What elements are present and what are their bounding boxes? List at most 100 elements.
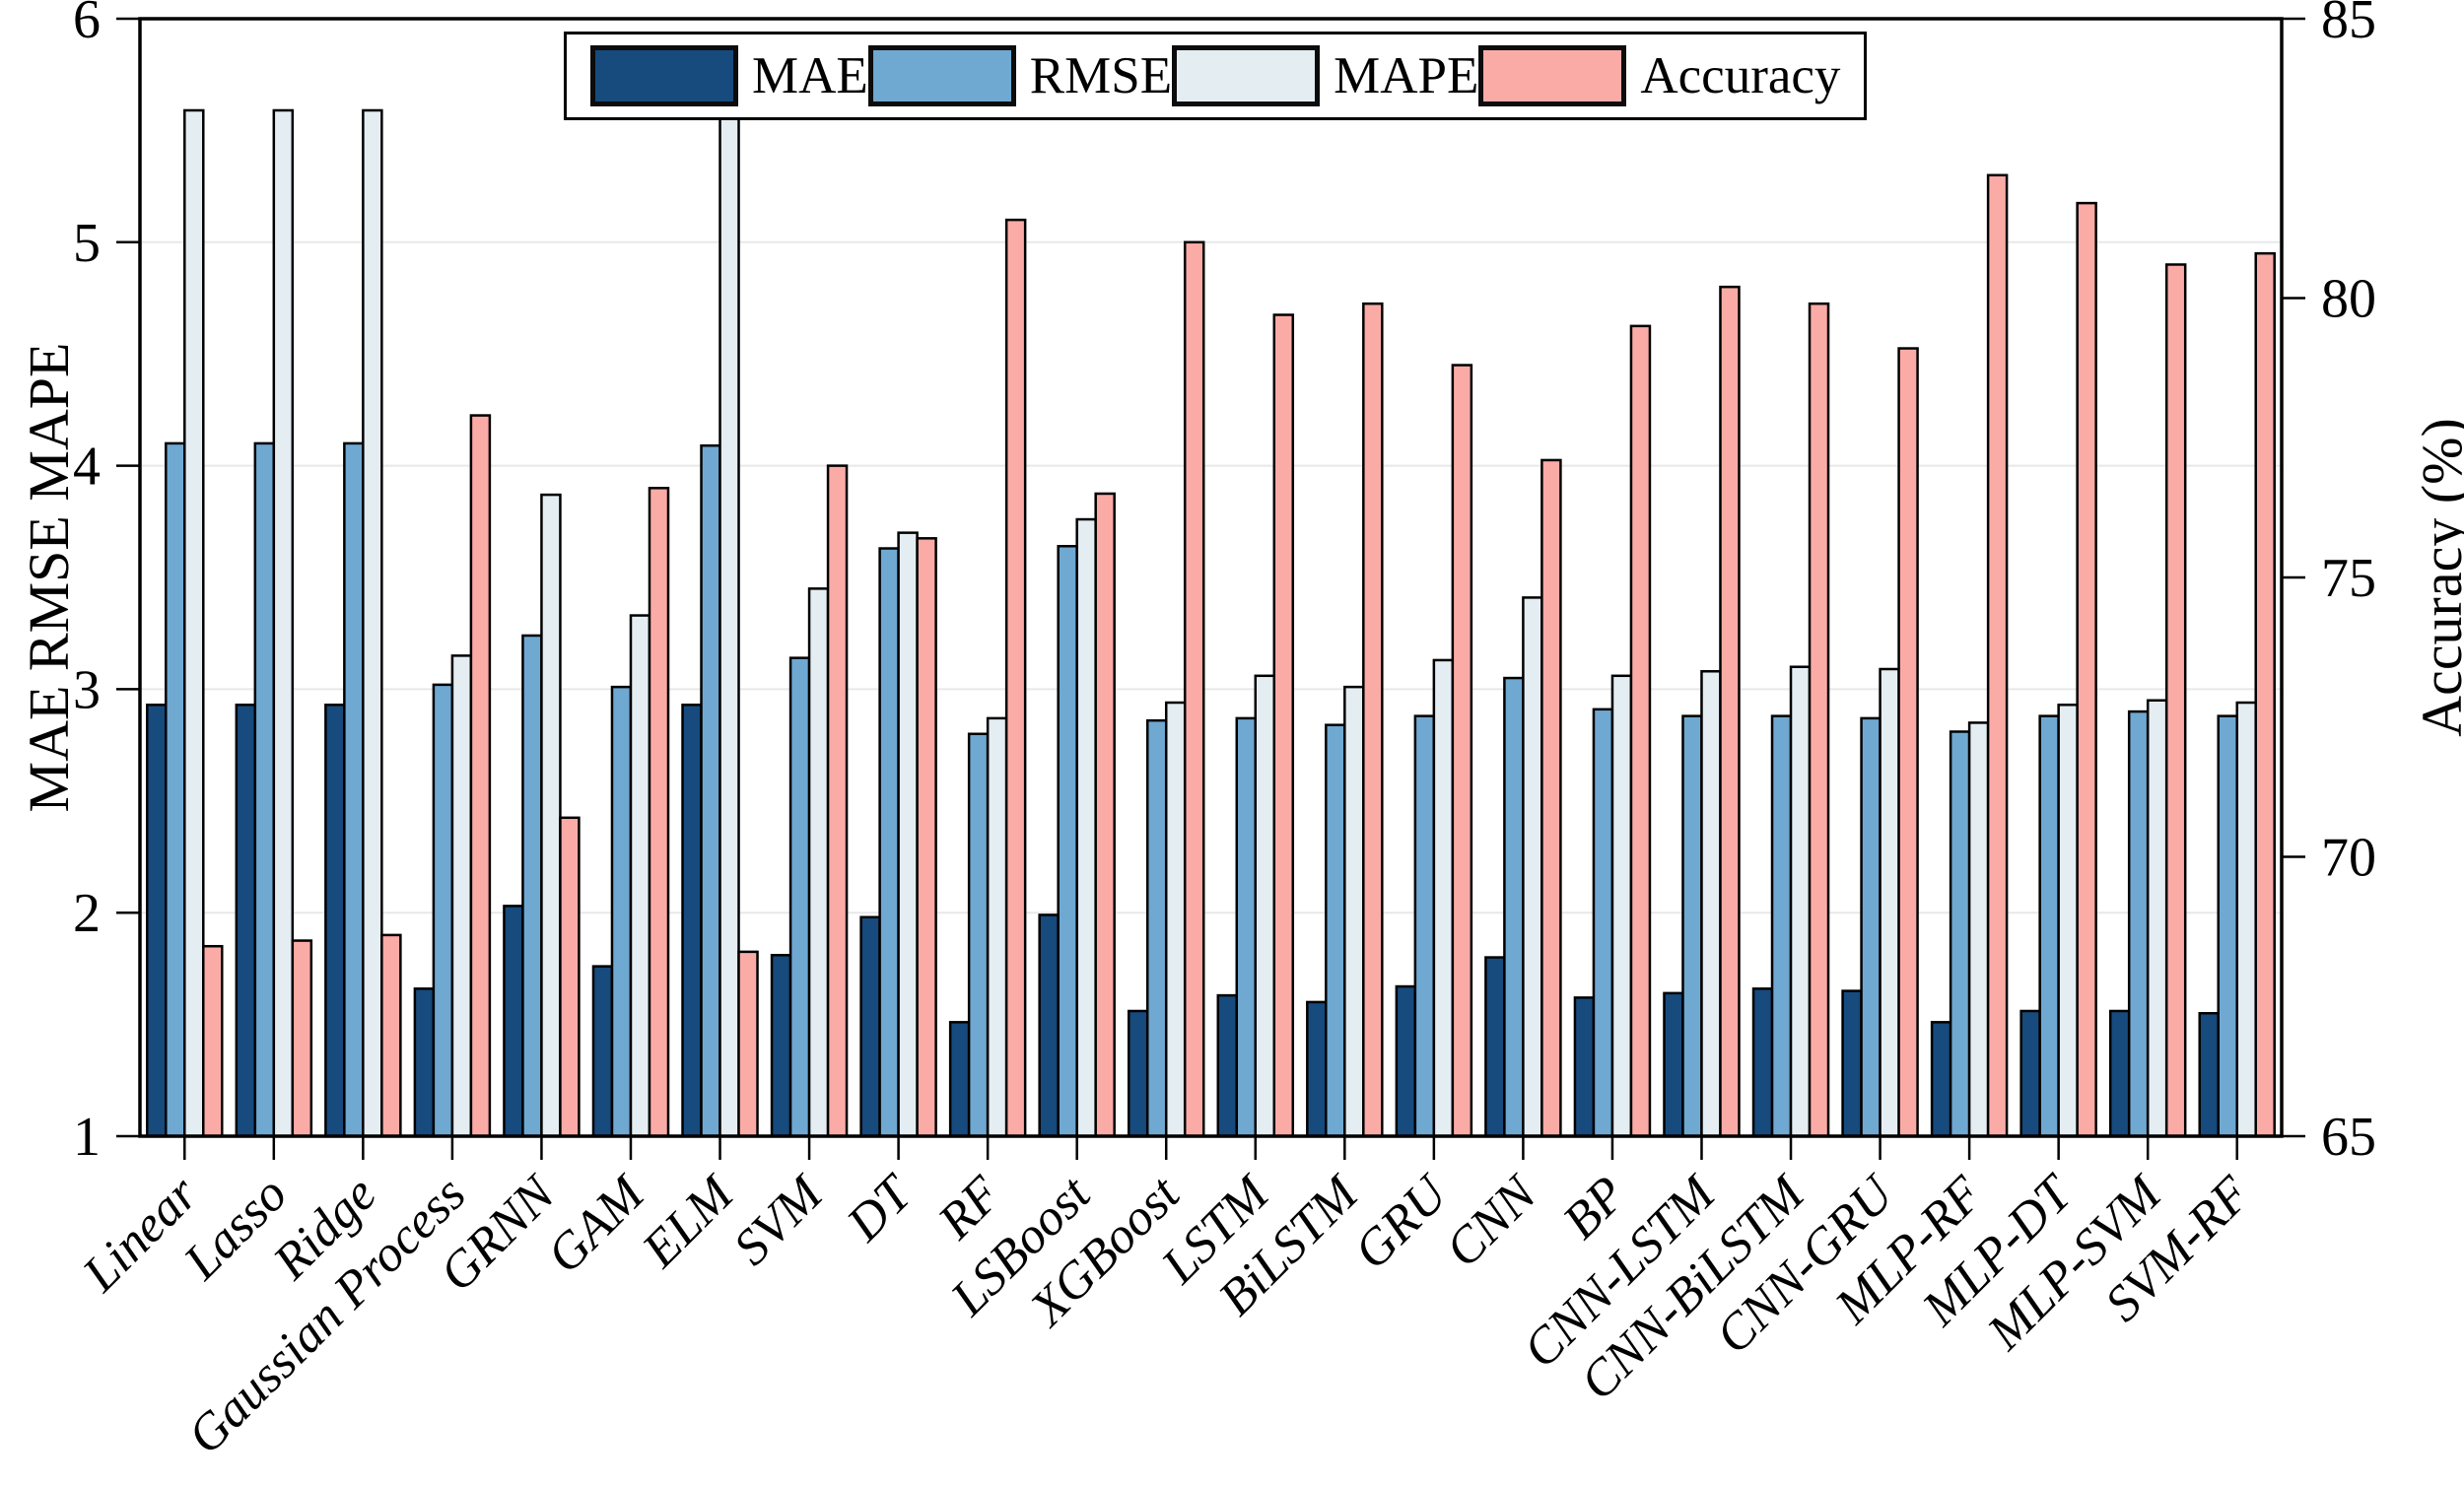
bar-rmse-Ridge <box>343 441 365 1138</box>
x-label-ELM: ELM <box>631 1164 745 1278</box>
bar-rmse-GRU <box>1413 714 1436 1138</box>
bar-mae-Lasso <box>235 704 257 1138</box>
legend-label-rmse: RMSE <box>1029 46 1173 104</box>
bar-mae-MLP-SVM <box>2108 1009 2131 1138</box>
bar-mae-XGBoost <box>1127 1009 1149 1138</box>
bar-rmse-CNN-LSTM <box>1681 714 1703 1138</box>
bar-rmse-CNN-BiLSTM <box>1770 714 1793 1138</box>
bar-accuracy-RF <box>1004 218 1027 1138</box>
bar-rmse-Lasso <box>253 441 276 1138</box>
bar-mae-BP <box>1573 996 1596 1138</box>
bar-mape-Lasso <box>272 108 295 1138</box>
bar-mape-DT <box>897 531 919 1138</box>
bar-mae-CNN-GRU <box>1841 989 1863 1138</box>
legend: MAE RMSE MAPE Accuracy <box>564 32 1867 120</box>
bar-rmse-GAM <box>610 685 633 1138</box>
bar-accuracy-CNN-GRU <box>1897 347 1919 1138</box>
bar-mae-CNN-LSTM <box>1663 991 1684 1138</box>
bar-rmse-LSBoost <box>1057 544 1078 1138</box>
bar-accuracy-LSTM <box>1272 313 1295 1138</box>
bar-mape-CNN <box>1522 596 1543 1138</box>
left-axis-title: MAE RMSE MAPE <box>17 342 81 813</box>
bar-mae-SVM-RF <box>2198 1012 2220 1138</box>
bar-mae-ELM <box>681 704 703 1138</box>
left-tick-label-4: 4 <box>73 437 101 498</box>
legend-item-mae: MAE <box>590 45 868 106</box>
x-label-Lasso: Lasso <box>172 1166 298 1291</box>
bar-accuracy-ELM <box>737 950 759 1138</box>
bar-rmse-DT <box>878 547 900 1138</box>
bar-rmse-BP <box>1592 708 1614 1138</box>
bar-mape-XGBoost <box>1164 701 1187 1138</box>
left-tick-label-5: 5 <box>73 213 101 274</box>
bar-mape-Gaussian Process <box>450 654 473 1138</box>
bar-accuracy-GAM <box>648 487 670 1138</box>
bar-mape-BiLSTM <box>1343 685 1365 1138</box>
bar-mape-LSTM <box>1254 674 1276 1138</box>
bar-accuracy-BP <box>1629 324 1652 1138</box>
bar-mae-Linear <box>146 704 168 1138</box>
bar-mae-LSBoost <box>1038 913 1060 1138</box>
bar-mae-SVM <box>770 954 792 1138</box>
bar-rmse-MLP-RF <box>1949 730 1971 1138</box>
bar-accuracy-Lasso <box>291 939 313 1138</box>
bar-accuracy-CNN-LSTM <box>1719 285 1741 1138</box>
bar-accuracy-Ridge <box>380 933 402 1138</box>
legend-swatch-rmse <box>867 45 1016 106</box>
bar-mae-CNN-BiLSTM <box>1751 987 1774 1138</box>
bar-mape-GRU <box>1432 658 1455 1138</box>
x-label-DT: DT <box>836 1164 924 1252</box>
bar-rmse-GRNN <box>521 634 543 1138</box>
bar-mae-DT <box>859 915 881 1138</box>
bar-rmse-CNN <box>1503 676 1525 1138</box>
bar-rmse-SVM <box>788 656 811 1138</box>
bar-mae-GAM <box>591 965 614 1138</box>
x-label-SVM: SVM <box>723 1164 836 1276</box>
bar-mape-MLP-DT <box>2057 704 2079 1138</box>
bar-mape-CNN-GRU <box>1879 667 1900 1138</box>
bar-mape-SVM-RF <box>2235 701 2257 1138</box>
bar-mae-LSTM <box>1216 993 1239 1138</box>
x-label-CNN: CNN <box>1435 1164 1549 1278</box>
bar-mape-LSBoost <box>1075 517 1097 1138</box>
bar-mae-MLP-DT <box>2019 1009 2041 1138</box>
bar-mae-MLP-RF <box>1930 1021 1952 1138</box>
right-tick-label-75: 75 <box>2321 548 2376 609</box>
legend-swatch-mae <box>590 45 738 106</box>
bar-rmse-SVM-RF <box>2217 714 2238 1138</box>
bar-mape-GAM <box>629 614 651 1138</box>
bar-rmse-LSTM <box>1235 716 1258 1138</box>
right-tick-label-70: 70 <box>2321 828 2376 889</box>
bar-accuracy-BiLSTM <box>1362 302 1384 1138</box>
bar-mae-BiLSTM <box>1306 1000 1328 1138</box>
legend-label-mae: MAE <box>752 46 868 104</box>
left-tick-label-6: 6 <box>73 0 101 50</box>
bar-mape-MLP-RF <box>1967 721 1990 1138</box>
bar-rmse-RF <box>967 732 990 1138</box>
bar-accuracy-GRU <box>1451 364 1473 1138</box>
legend-item-accuracy: Accuracy <box>1478 45 1840 106</box>
right-tick-label-80: 80 <box>2321 269 2376 330</box>
bar-accuracy-SVM <box>826 464 849 1138</box>
x-label-GRU: GRU <box>1343 1164 1460 1280</box>
legend-swatch-accuracy <box>1478 45 1627 106</box>
legend-label-accuracy: Accuracy <box>1640 46 1841 104</box>
bar-rmse-ELM <box>700 443 721 1138</box>
bar-mae-RF <box>948 1021 971 1138</box>
bar-mape-GRNN <box>540 493 562 1138</box>
bar-mae-GRU <box>1395 984 1417 1138</box>
x-label-GAM: GAM <box>537 1164 657 1284</box>
right-axis-title: Accuracy (%) <box>2410 418 2464 737</box>
bar-mape-Linear <box>183 108 205 1138</box>
legend-item-mape: MAPE <box>1172 45 1478 106</box>
bar-rmse-BiLSTM <box>1325 723 1346 1138</box>
bar-accuracy-CNN <box>1540 458 1562 1138</box>
bar-rmse-XGBoost <box>1145 718 1168 1138</box>
left-tick-label-2: 2 <box>73 883 101 944</box>
bar-mape-CNN-LSTM <box>1700 670 1722 1138</box>
bar-accuracy-MLP-RF <box>1986 173 2009 1138</box>
bar-rmse-CNN-GRU <box>1860 716 1882 1138</box>
bar-accuracy-XGBoost <box>1183 240 1205 1138</box>
bar-mae-Ridge <box>324 704 346 1138</box>
